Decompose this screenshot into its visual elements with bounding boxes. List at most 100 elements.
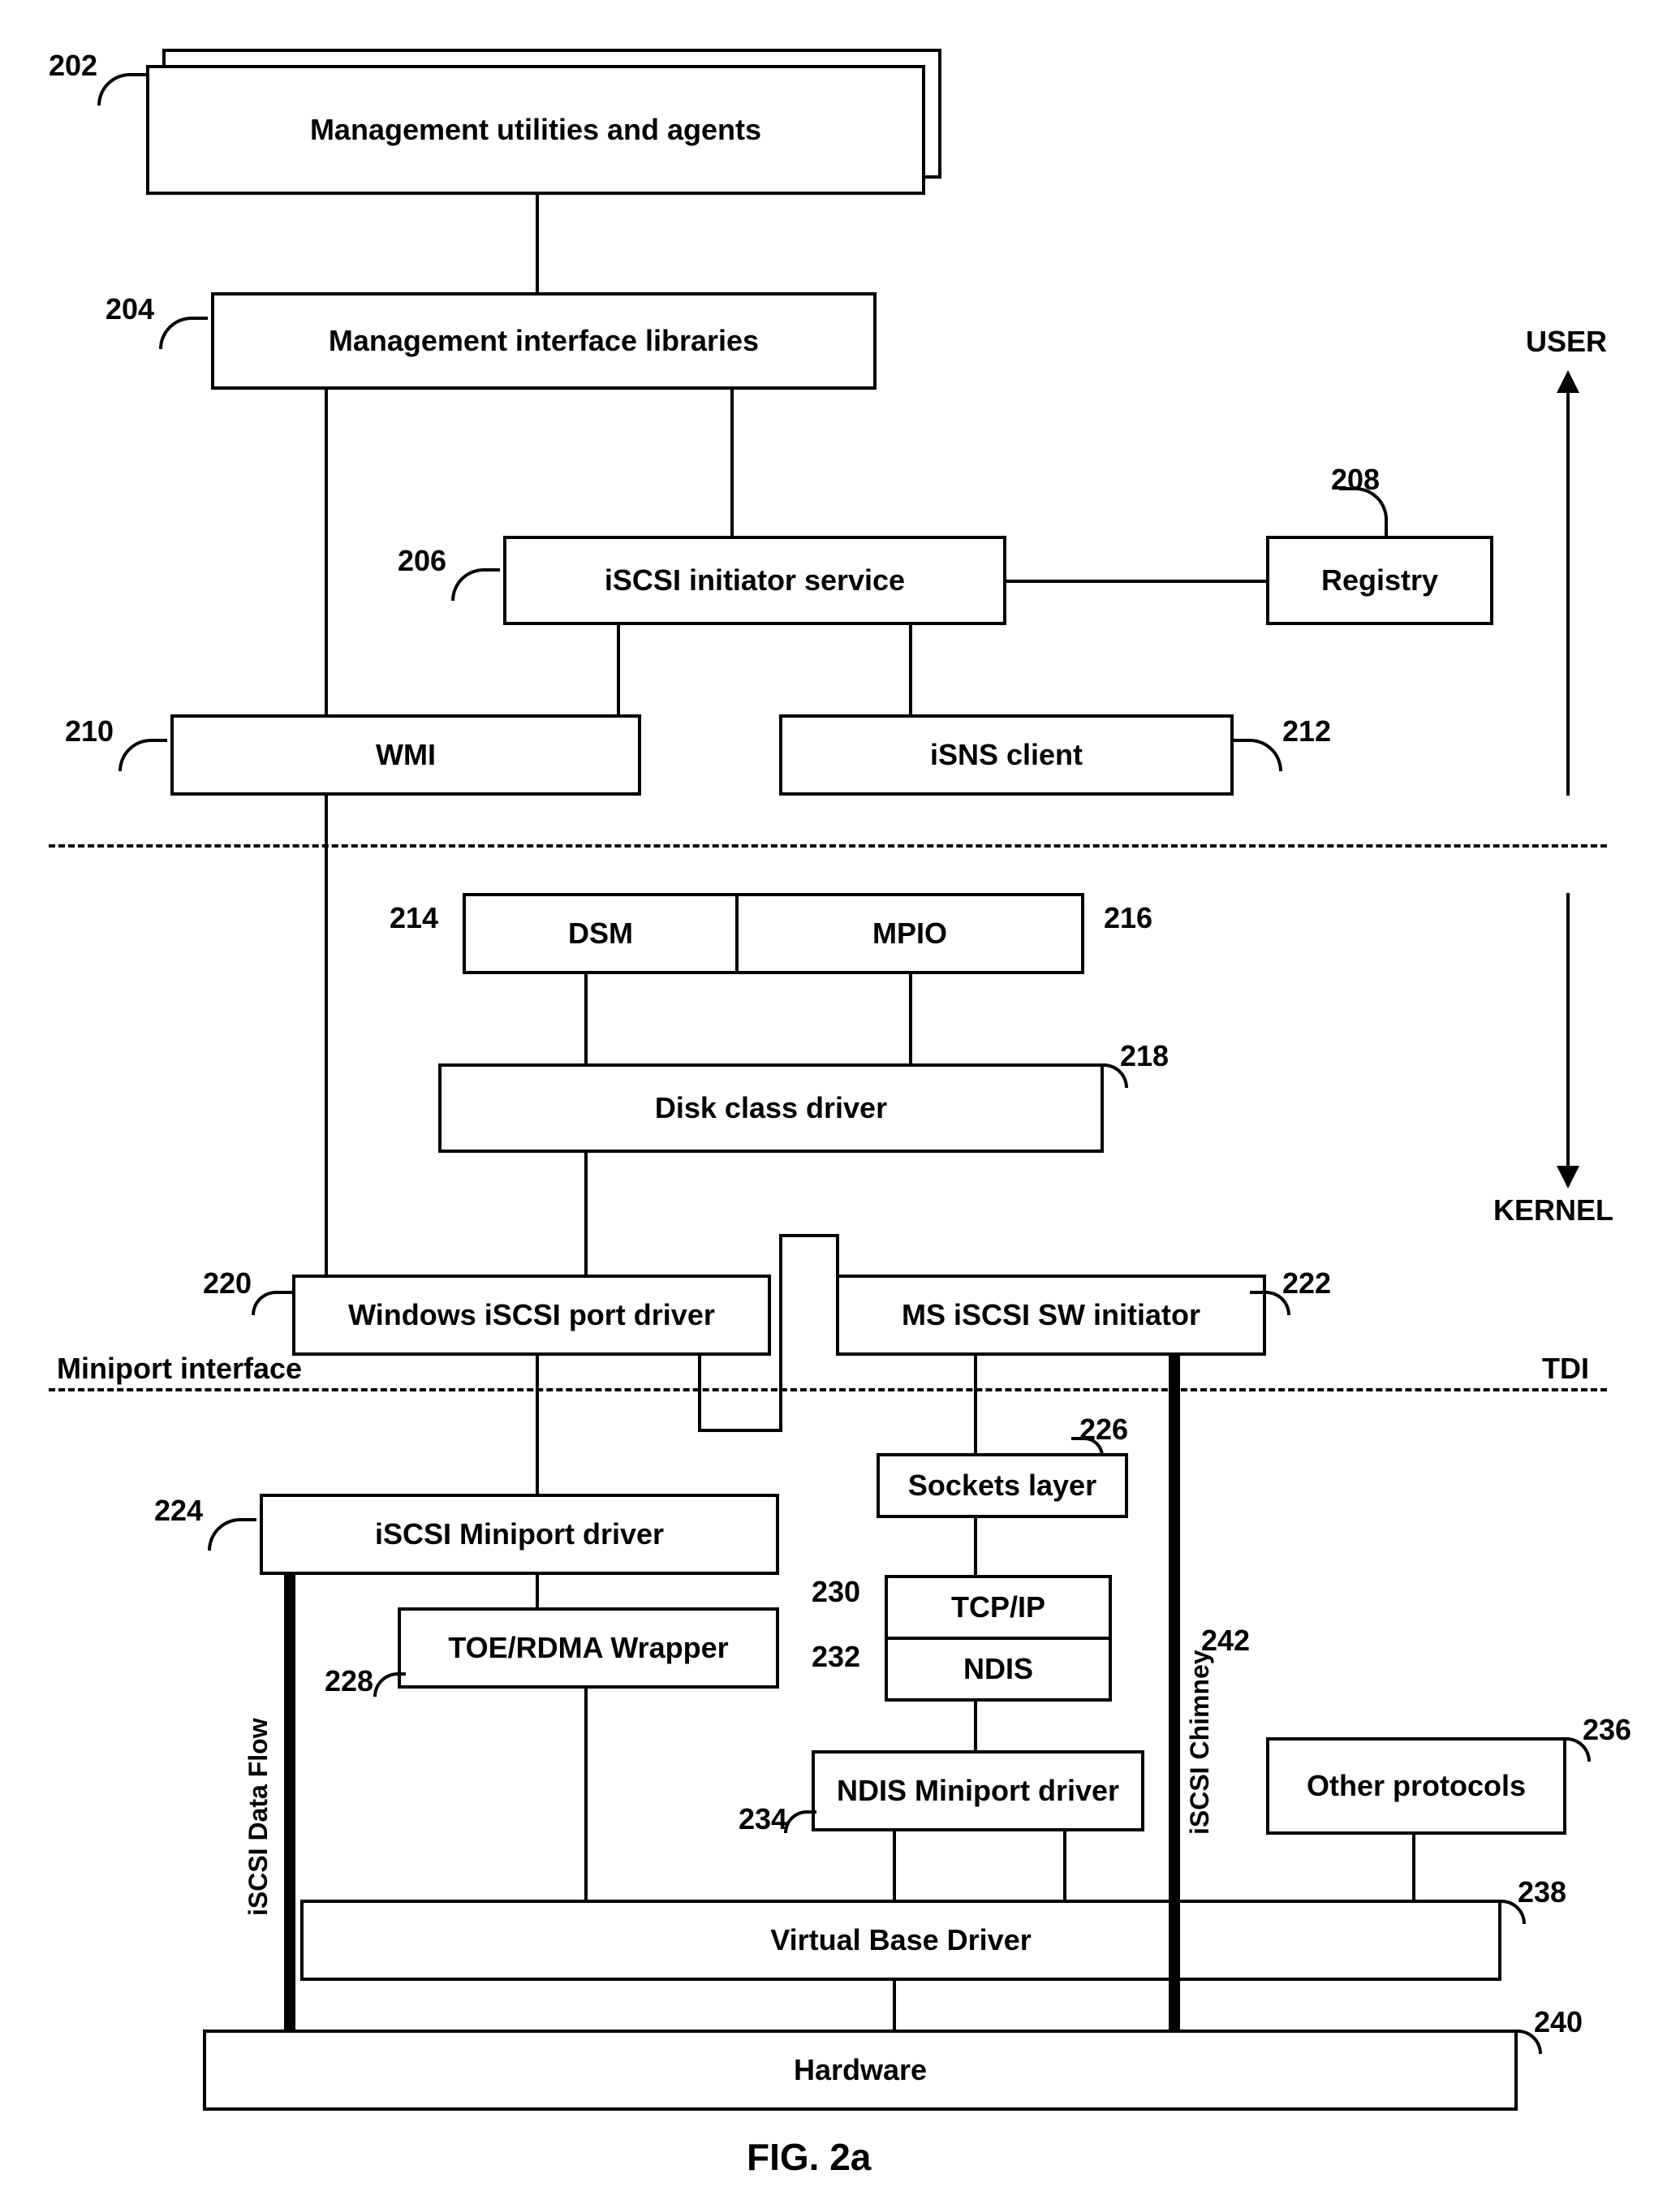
edge-234-238a — [893, 1831, 896, 1900]
box-220-label: Windows iSCSI port driver — [348, 1298, 715, 1332]
label-miniport: Miniport interface — [57, 1352, 302, 1386]
edge-206-212 — [909, 625, 912, 714]
box-222-label: MS iSCSI SW initiator — [902, 1298, 1200, 1332]
user-arrow — [1557, 370, 1579, 393]
box-214: DSM — [463, 893, 739, 974]
figure-title: FIG. 2a — [747, 2135, 871, 2179]
brk5 — [698, 1356, 701, 1432]
brk4 — [698, 1429, 782, 1432]
brk2 — [779, 1234, 836, 1237]
ref-220: 220 — [203, 1266, 252, 1301]
edge-238-240 — [893, 1981, 896, 2030]
ref-234: 234 — [739, 1802, 787, 1836]
edge-232-234 — [974, 1702, 977, 1750]
edge-206-208 — [1006, 580, 1266, 583]
box-240-label: Hardware — [794, 2053, 927, 2087]
lead-202 — [97, 73, 146, 106]
box-238: Virtual Base Driver — [300, 1900, 1501, 1981]
edge-234-238b — [1063, 1831, 1066, 1900]
box-212-label: iSNS client — [930, 738, 1083, 772]
ref-216: 216 — [1104, 901, 1152, 935]
box-230-label: TCP/IP — [951, 1590, 1045, 1624]
ref-228: 228 — [325, 1664, 373, 1698]
lead-220 — [252, 1291, 292, 1315]
thick-data-flow — [284, 1575, 295, 2030]
box-204: Management interface libraries — [211, 292, 877, 390]
edge-204-210 — [325, 390, 328, 714]
edge-214-218 — [584, 974, 588, 1063]
ref-240: 240 — [1534, 2005, 1583, 2039]
ref-222: 222 — [1282, 1266, 1331, 1301]
box-224: iSCSI Miniport driver — [260, 1494, 779, 1575]
edge-220-224 — [536, 1356, 539, 1494]
box-228-label: TOE/RDMA Wrapper — [448, 1631, 728, 1665]
edge-228-238 — [584, 1689, 588, 1900]
box-218: Disk class driver — [438, 1063, 1104, 1153]
box-232: NDIS — [885, 1637, 1112, 1702]
ref-236: 236 — [1583, 1713, 1631, 1747]
box-218-label: Disk class driver — [655, 1091, 887, 1125]
edge-206-210 — [617, 625, 620, 714]
label-data-flow: iSCSI Data Flow — [243, 1672, 274, 1916]
ref-224: 224 — [154, 1494, 203, 1528]
edge-210-220h — [292, 1275, 328, 1278]
brk3 — [836, 1234, 839, 1275]
ref-214: 214 — [390, 901, 438, 935]
edge-210-down — [325, 796, 328, 1275]
kernel-stem — [1566, 893, 1570, 1169]
user-stem — [1566, 390, 1570, 796]
edge-216-218 — [909, 974, 912, 1063]
box-224-label: iSCSI Miniport driver — [375, 1517, 664, 1551]
box-238-label: Virtual Base Driver — [770, 1923, 1032, 1957]
box-222: MS iSCSI SW initiator — [836, 1275, 1266, 1356]
box-236-label: Other protocols — [1307, 1769, 1526, 1803]
box-232-label: NDIS — [963, 1652, 1033, 1686]
box-240: Hardware — [203, 2030, 1518, 2111]
ref-206: 206 — [398, 544, 446, 578]
box-228: TOE/RDMA Wrapper — [398, 1607, 779, 1689]
ref-212: 212 — [1282, 714, 1331, 748]
lead-212 — [1234, 739, 1282, 771]
edge-224-228 — [536, 1575, 539, 1607]
lead-206 — [451, 568, 500, 601]
box-202-label: Management utilities and agents — [310, 113, 761, 147]
ref-230: 230 — [812, 1575, 860, 1609]
edge-226-230 — [974, 1518, 977, 1575]
box-230: TCP/IP — [885, 1575, 1112, 1640]
box-208: Registry — [1266, 536, 1493, 625]
ref-204: 204 — [106, 292, 154, 326]
edge-236-238 — [1412, 1835, 1415, 1900]
lead-204 — [159, 317, 208, 349]
lead-228 — [373, 1672, 406, 1697]
label-tdi: TDI — [1542, 1352, 1589, 1386]
box-226: Sockets layer — [877, 1453, 1128, 1518]
box-204-label: Management interface libraries — [329, 324, 759, 358]
edge-202-204 — [536, 195, 539, 292]
box-234: NDIS Miniport driver — [812, 1750, 1144, 1831]
ref-232: 232 — [812, 1640, 860, 1674]
box-206: iSCSI initiator service — [503, 536, 1006, 625]
ref-202: 202 — [49, 49, 97, 83]
box-202: Management utilities and agents — [146, 65, 925, 195]
lead-208 — [1339, 487, 1388, 536]
box-220: Windows iSCSI port driver — [292, 1275, 771, 1356]
dash-miniport — [49, 1388, 1607, 1391]
lead-234 — [784, 1810, 816, 1833]
box-210-label: WMI — [376, 738, 436, 772]
box-214-label: DSM — [568, 917, 633, 951]
edge-204-206 — [730, 390, 734, 536]
ref-210: 210 — [65, 714, 114, 748]
dash-user-kernel — [49, 844, 1607, 848]
label-kernel: KERNEL — [1493, 1193, 1613, 1227]
ref-242: 242 — [1201, 1624, 1250, 1658]
box-208-label: Registry — [1321, 563, 1438, 597]
box-236: Other protocols — [1266, 1737, 1566, 1835]
lead-210 — [118, 739, 167, 771]
kernel-arrow — [1557, 1166, 1579, 1188]
box-212: iSNS client — [779, 714, 1234, 796]
thick-chimney — [1169, 1356, 1180, 2030]
label-user: USER — [1526, 325, 1607, 359]
edge-218-220 — [584, 1153, 588, 1275]
brk1 — [779, 1234, 782, 1429]
box-210: WMI — [170, 714, 641, 796]
